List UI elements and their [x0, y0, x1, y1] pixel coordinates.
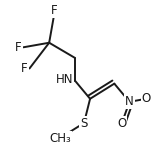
Text: N: N	[125, 95, 134, 108]
Text: O: O	[117, 117, 127, 130]
Text: S: S	[80, 117, 88, 130]
Text: HN: HN	[56, 73, 73, 86]
Text: F: F	[15, 41, 22, 54]
Text: CH₃: CH₃	[49, 132, 71, 145]
Text: F: F	[50, 4, 57, 17]
Text: F: F	[21, 62, 28, 75]
Text: O: O	[142, 92, 151, 105]
